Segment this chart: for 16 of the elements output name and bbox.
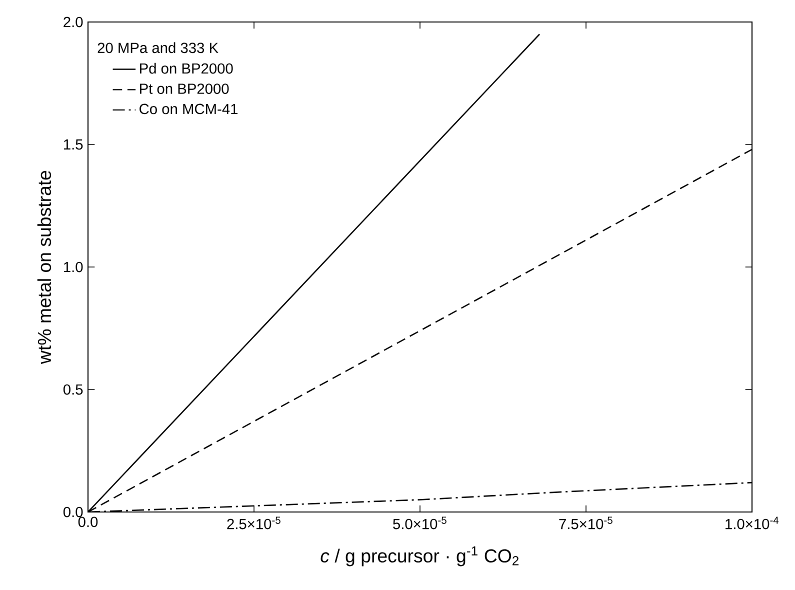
y-tick-label: 1.5 bbox=[64, 139, 83, 150]
x-tick-label: 5.0×10$^{-5}$ bbox=[393, 516, 446, 530]
x-tick-label: 1.0×10$^{-4}$ bbox=[726, 516, 779, 530]
y-tick-label: 2.0 bbox=[64, 16, 83, 28]
legend-label: Pt on BP2000 bbox=[140, 84, 229, 94]
y-axis-title: wt% metal on substrate bbox=[37, 170, 52, 364]
legend-title: 20 MPa and 333 K bbox=[98, 42, 218, 54]
x-tick-label: 2.5×10$^{-5}$ bbox=[227, 516, 280, 530]
x-tick-label: 7.5×10$^{-5}$ bbox=[559, 516, 612, 530]
x-tick-label: 0.0 bbox=[78, 516, 98, 528]
y-tick-label: 1.0 bbox=[64, 262, 83, 272]
y-tick-label: 0.0 bbox=[63, 506, 83, 518]
legend-label: Pd on BP2000 bbox=[140, 62, 233, 74]
y-tick-label: 0.5 bbox=[63, 384, 83, 395]
x-axis-title: c / g precursor · g$^{-1}$ CO$_{2}$ bbox=[320, 546, 519, 566]
legend-label: Co on MCM-41 bbox=[140, 104, 238, 114]
